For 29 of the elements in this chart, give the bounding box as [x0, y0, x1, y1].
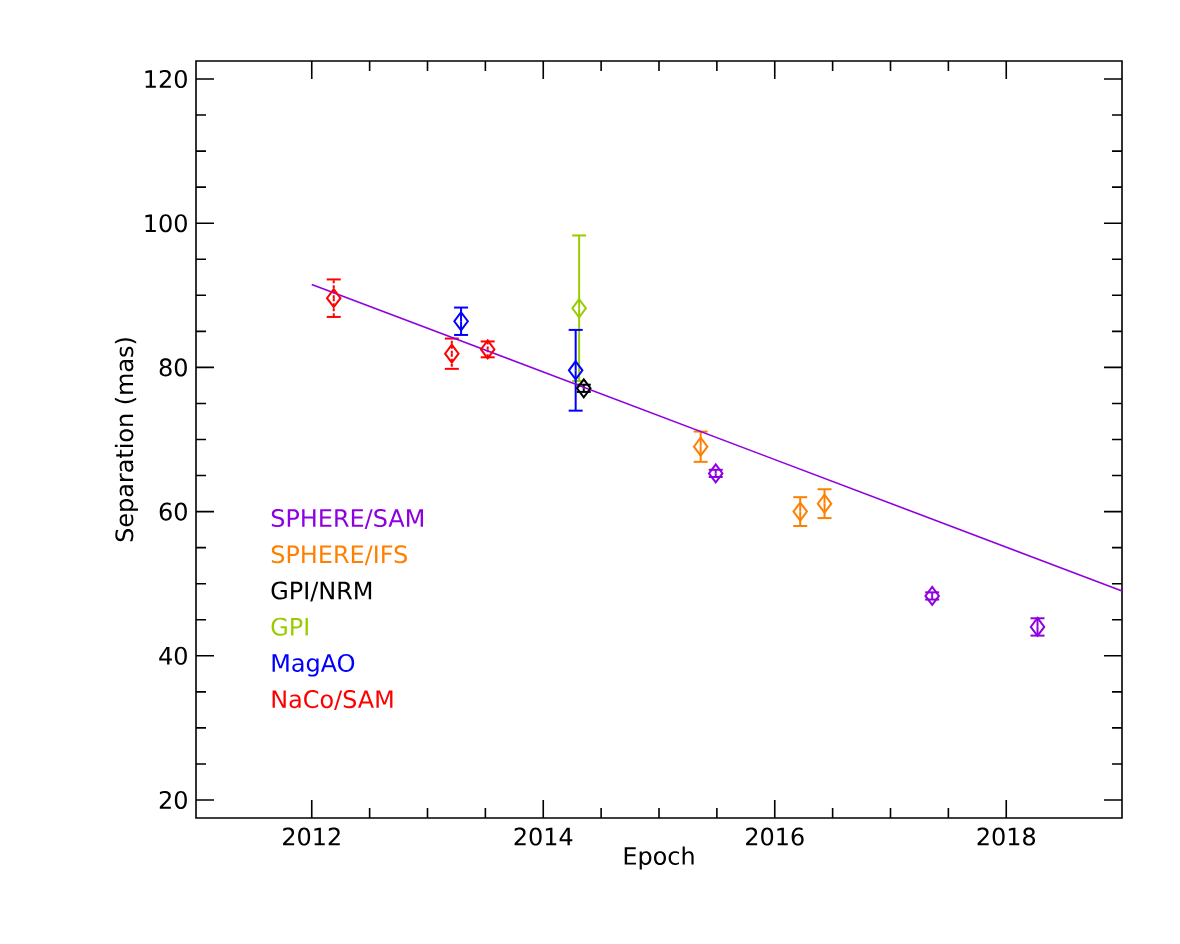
- x-tick-label: 2014: [514, 827, 573, 846]
- y-tick-label: 40: [159, 646, 187, 665]
- text: SPHERE/IFS: [271, 545, 407, 566]
- point: [816, 493, 833, 514]
- text: MagAO: [272, 653, 355, 677]
- point: [567, 360, 584, 381]
- y-tick-label: 20: [159, 790, 187, 810]
- point: [576, 378, 592, 399]
- point: [444, 343, 460, 364]
- y-tick-label: 120: [145, 69, 187, 89]
- x-tick-label: 2016: [746, 827, 804, 846]
- x-tick-label: 2018: [977, 827, 1036, 846]
- point: [453, 311, 469, 332]
- point: [707, 463, 724, 484]
- point: [692, 436, 709, 457]
- y-tick-label: 60: [159, 502, 187, 521]
- x-axis-title: Epoch: [624, 846, 694, 870]
- point: [326, 288, 342, 309]
- text: GPI: [271, 617, 308, 636]
- text: NaCo/SAM: [272, 690, 393, 711]
- point: [571, 298, 587, 319]
- y-tick-label: 100: [145, 214, 187, 233]
- x-tick-label: 2012: [283, 827, 340, 846]
- text: SPHERE/SAM: [271, 509, 423, 529]
- point: [924, 585, 940, 606]
- y-axis-title: Separation (mas): [114, 338, 138, 542]
- point: [792, 501, 808, 522]
- y-tick-label: 80: [159, 358, 187, 377]
- text: GPI/NRM: [271, 581, 372, 602]
